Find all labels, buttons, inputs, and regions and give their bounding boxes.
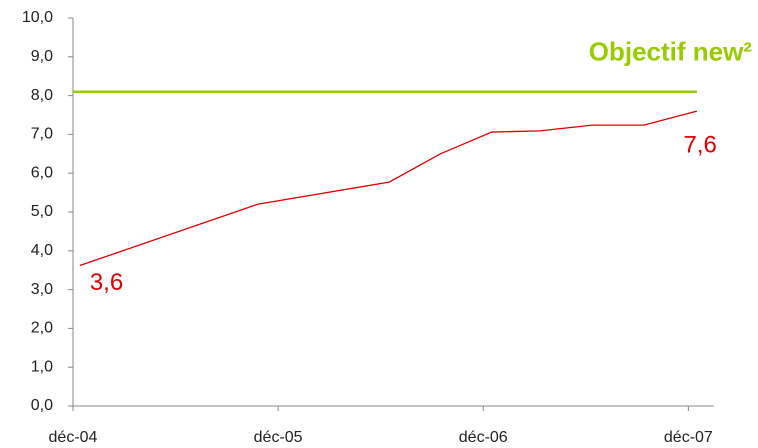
x-tick-label: déc-07 xyxy=(664,429,713,446)
value-label: 7,6 xyxy=(684,131,717,158)
y-tick-label: 6,0 xyxy=(31,164,53,181)
x-tick-label: déc-06 xyxy=(459,429,508,446)
y-tick-label: 7,0 xyxy=(31,126,53,143)
y-tick-label: 0,0 xyxy=(31,397,53,414)
y-tick-label: 10,0 xyxy=(22,9,53,26)
x-tick-label: déc-04 xyxy=(49,429,98,446)
target-label: Objectif new² xyxy=(589,37,753,67)
y-tick-label: 4,0 xyxy=(31,242,53,259)
y-tick-label: 9,0 xyxy=(31,48,53,65)
y-tick-label: 1,0 xyxy=(31,358,53,375)
y-tick-label: 8,0 xyxy=(31,87,53,104)
y-tick-label: 3,0 xyxy=(31,281,53,298)
x-tick-label: déc-05 xyxy=(254,429,303,446)
y-tick-label: 5,0 xyxy=(31,203,53,220)
data-line xyxy=(79,110,698,267)
value-label: 3,6 xyxy=(90,269,123,296)
y-tick-label: 2,0 xyxy=(31,320,53,337)
